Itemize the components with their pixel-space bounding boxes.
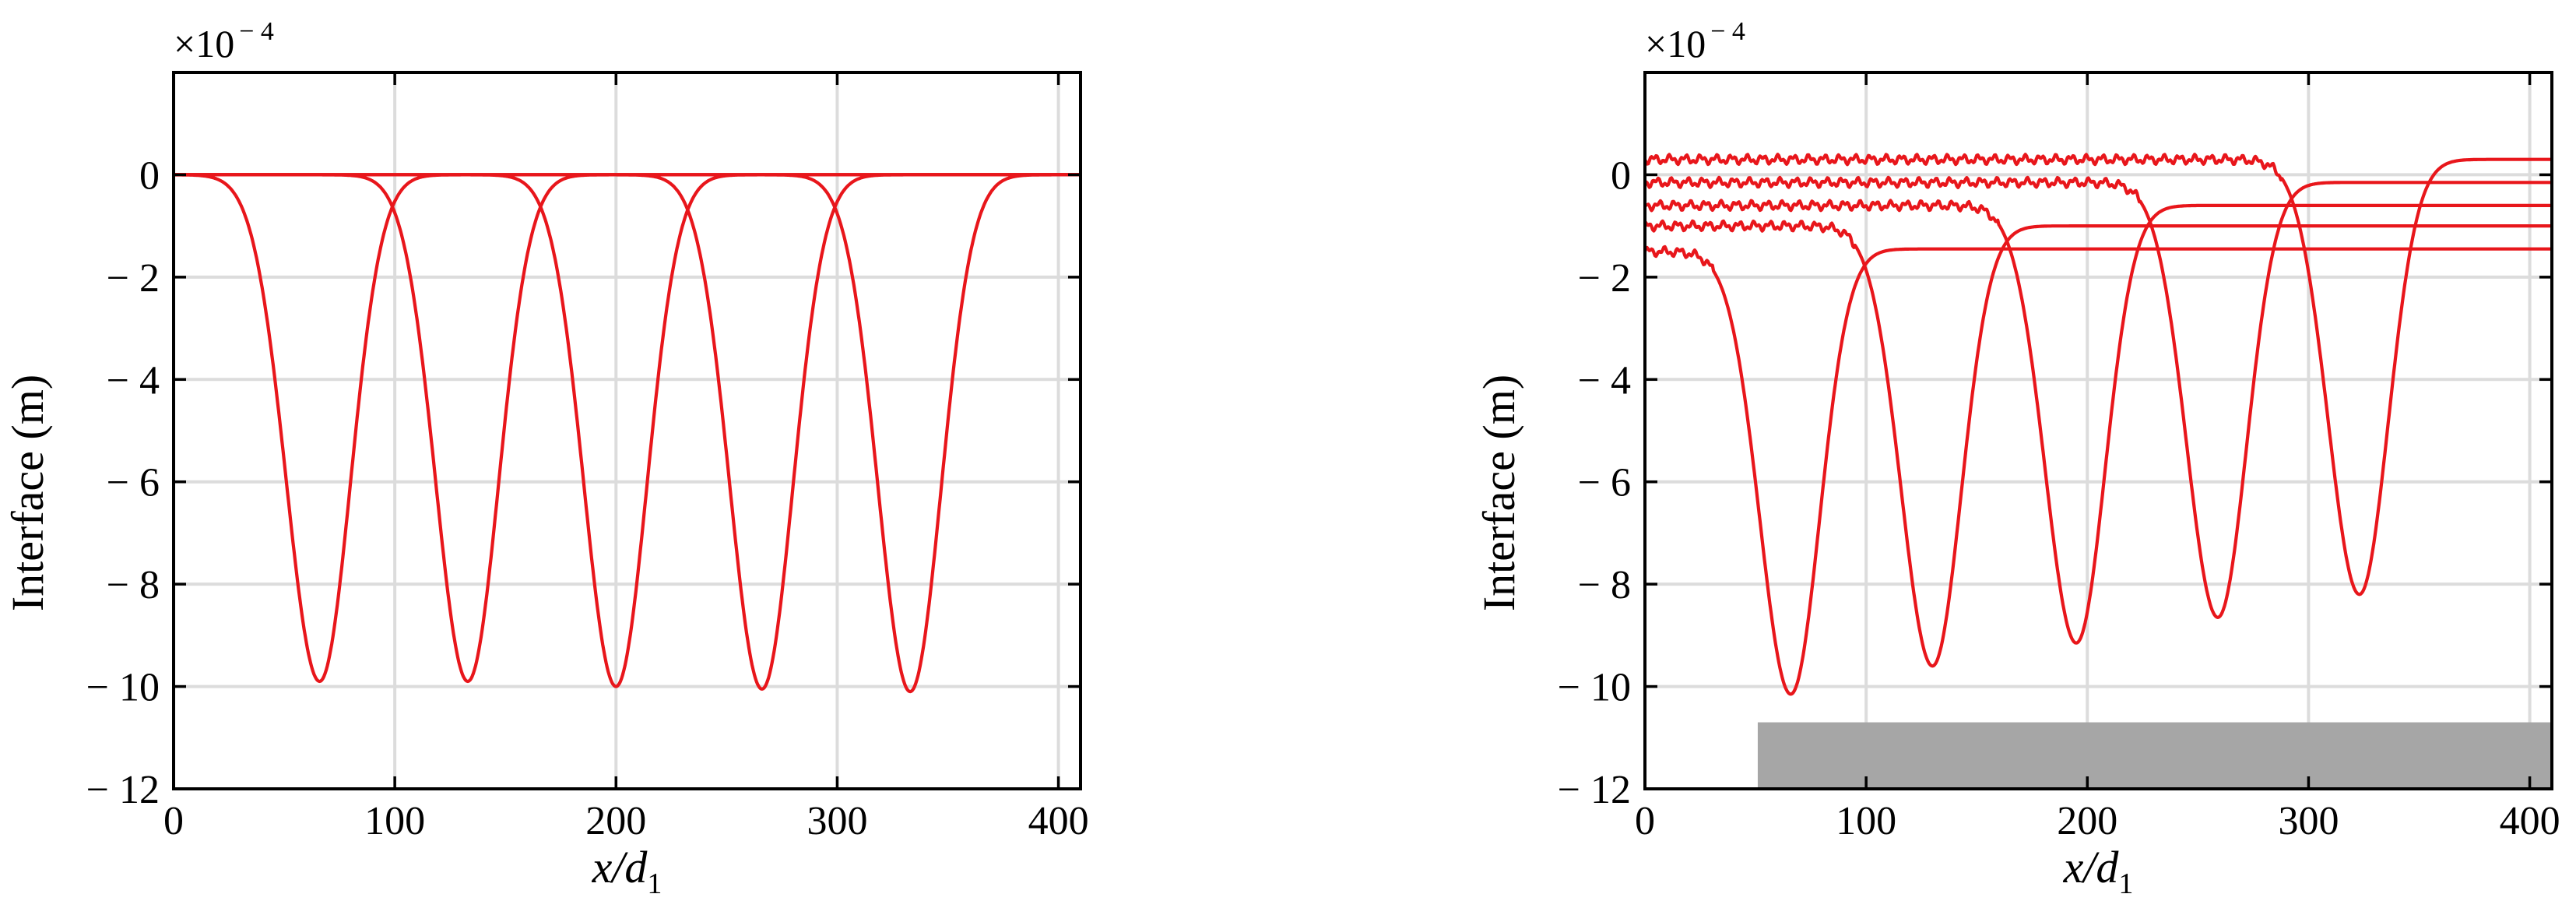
ticks (172, 72, 1081, 790)
y-tick-label: − 4 (107, 358, 160, 403)
x-tick-label: 200 (585, 799, 646, 843)
series-line (173, 173, 1081, 688)
left-panel: 0 100 200 300 400 0 − 2 − 4 − 6 − 8 − 10 − 12 ×10− 4… (2, 17, 1089, 900)
y-axis-label: Interface (m) (2, 375, 53, 611)
x-axis-label: x/d1 (592, 842, 662, 900)
y-tick-label: − 8 (107, 563, 160, 607)
series-line (1643, 153, 2553, 597)
y-tick-label: 0 (139, 153, 160, 198)
x-tick-label: 0 (163, 799, 184, 843)
ticks (1643, 72, 2552, 790)
y-tick-label: − 2 (1578, 256, 1631, 301)
y-multiplier: ×10− 4 (174, 17, 274, 65)
y-tick-label: − 6 (107, 461, 160, 505)
series-line (1643, 175, 2553, 619)
plot-frame (172, 71, 1082, 790)
series-line (1643, 245, 2553, 696)
x-tick-label: 300 (807, 799, 867, 843)
y-axis-label: Interface (m) (1474, 375, 1524, 611)
series-line (173, 173, 1081, 694)
obstacle-block (1757, 722, 2552, 789)
y-tick-label: − 6 (1578, 461, 1631, 505)
y-tick-label: − 2 (107, 256, 160, 301)
x-tick-label: 100 (1836, 799, 1896, 843)
x-tick-label: 100 (364, 799, 425, 843)
x-tick-label: 0 (1635, 799, 1655, 843)
series-line (173, 173, 1081, 691)
y-multiplier: ×10− 4 (1645, 17, 1745, 65)
x-tick-label: 300 (2278, 799, 2339, 843)
series-group (173, 173, 1081, 694)
y-tick-label: − 8 (1578, 563, 1631, 607)
y-tick-label: − 10 (1558, 666, 1631, 710)
series-line (1643, 219, 2553, 668)
gridlines (1645, 72, 2552, 789)
x-tick-label: 400 (1028, 799, 1089, 843)
gridlines (174, 72, 1081, 789)
series-line (173, 173, 1081, 684)
y-tick-label: − 12 (86, 768, 160, 812)
plot-frame (1643, 71, 2553, 790)
y-tick-label: − 4 (1578, 358, 1631, 403)
x-tick-label: 200 (2057, 799, 2117, 843)
series-line (173, 173, 1081, 684)
series-group (1643, 153, 2553, 696)
y-tick-label: − 10 (86, 666, 160, 710)
series-line (1643, 199, 2553, 645)
right-panel: 0 100 200 300 400 0 − 2 − 4 − 6 − 8 − 10 − 12 ×10− 4… (1474, 17, 2560, 900)
x-tick-label: 400 (2500, 799, 2560, 843)
y-tick-label: 0 (1611, 153, 1631, 198)
x-axis-label: x/d1 (2063, 842, 2134, 900)
y-tick-label: − 12 (1558, 768, 1631, 812)
